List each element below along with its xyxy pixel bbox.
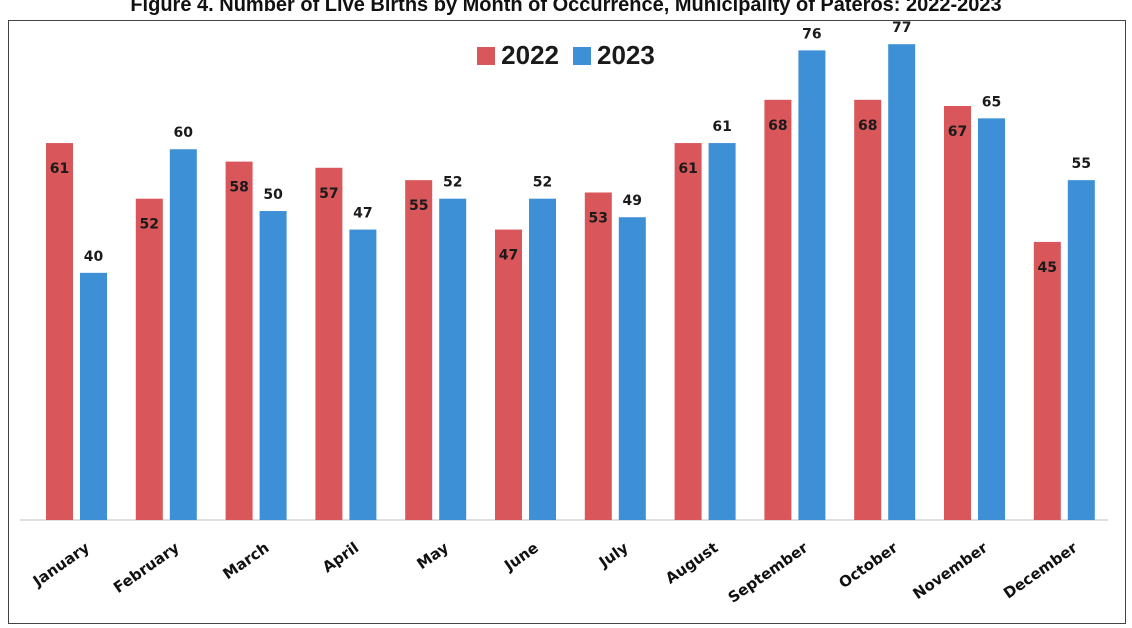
data-label-2023-august: 61 bbox=[712, 119, 731, 135]
bar-2023-november bbox=[978, 118, 1005, 520]
tick-label-april: April bbox=[319, 539, 362, 577]
bar-2022-june bbox=[495, 229, 522, 520]
tick-label-february: February bbox=[110, 538, 183, 596]
data-label-2022-september: 68 bbox=[768, 118, 787, 134]
tick-label-august: August bbox=[662, 539, 721, 588]
data-label-2022-march: 58 bbox=[229, 180, 248, 196]
chart-title: Figure 4. Number of Live Births by Month… bbox=[130, 0, 1002, 16]
legend-swatch-2022 bbox=[477, 46, 496, 65]
tick-label-november: November bbox=[909, 538, 991, 603]
bar-2023-may bbox=[439, 198, 467, 520]
tick-label-january: January bbox=[29, 538, 93, 590]
legend-swatch-2023 bbox=[573, 46, 591, 65]
bar-2023-september bbox=[798, 50, 826, 520]
bar-2022-april bbox=[315, 167, 343, 520]
data-label-2023-february: 60 bbox=[174, 125, 194, 141]
bar-2022-february bbox=[135, 198, 163, 520]
legend-label-2022: 2022 bbox=[501, 40, 559, 70]
tick-label-june: June bbox=[500, 539, 542, 576]
data-label-2023-january: 40 bbox=[84, 249, 104, 265]
bar-2023-april bbox=[349, 229, 377, 520]
data-label-2023-november: 65 bbox=[982, 94, 1001, 110]
data-label-2023-july: 49 bbox=[623, 193, 642, 209]
tick-label-march: March bbox=[219, 539, 272, 584]
data-label-2022-february: 52 bbox=[140, 217, 159, 233]
data-label-2022-december: 45 bbox=[1038, 260, 1057, 276]
data-label-2022-june: 47 bbox=[499, 248, 518, 264]
data-label-2023-september: 76 bbox=[802, 26, 821, 42]
tick-label-september: September bbox=[725, 538, 812, 606]
data-label-2023-april: 47 bbox=[353, 206, 372, 222]
bar-2023-june bbox=[529, 198, 556, 520]
data-label-2022-november: 67 bbox=[948, 124, 967, 140]
bar-2023-december bbox=[1067, 180, 1095, 521]
bar-2022-september bbox=[764, 99, 792, 520]
bar-2023-july bbox=[618, 217, 646, 521]
data-label-2022-july: 53 bbox=[589, 210, 608, 226]
data-label-2022-october: 68 bbox=[858, 118, 877, 134]
data-label-2023-december: 55 bbox=[1072, 156, 1091, 172]
legend-item-2023: 2023 bbox=[573, 40, 655, 71]
legend-label-2023: 2023 bbox=[597, 40, 655, 70]
bar-2023-february bbox=[169, 149, 197, 520]
data-label-2023-october: 77 bbox=[892, 20, 911, 36]
tick-label-october: October bbox=[835, 538, 901, 592]
tick-label-may: May bbox=[414, 538, 453, 573]
data-label-2022-may: 55 bbox=[409, 198, 428, 214]
data-label-2022-april: 57 bbox=[319, 186, 338, 202]
bar-2023-march bbox=[259, 211, 287, 520]
bar-2022-march bbox=[225, 161, 253, 520]
bar-2022-october bbox=[854, 99, 882, 520]
bar-2023-january bbox=[80, 272, 107, 520]
bar-2022-november bbox=[944, 105, 971, 521]
bar-2022-july bbox=[584, 192, 612, 520]
data-label-2022-august: 61 bbox=[678, 161, 697, 177]
tick-label-july: July bbox=[595, 538, 632, 571]
data-label-2023-march: 50 bbox=[263, 187, 283, 203]
legend-item-2022: 2022 bbox=[477, 40, 559, 71]
bar-2022-august bbox=[674, 143, 702, 521]
tick-label-december: December bbox=[1000, 538, 1081, 602]
bar-2022-january bbox=[46, 143, 73, 521]
legend: 2022 2023 bbox=[0, 40, 1132, 71]
chart-frame bbox=[8, 20, 1126, 624]
bar-2022-december bbox=[1033, 241, 1061, 520]
data-label-2023-june: 52 bbox=[533, 175, 552, 191]
bar-2023-august bbox=[708, 143, 736, 521]
bar-2022-may bbox=[405, 180, 433, 521]
bar-2023-october bbox=[888, 44, 916, 520]
data-label-2023-may: 52 bbox=[443, 175, 462, 191]
data-label-2022-january: 61 bbox=[50, 161, 69, 177]
